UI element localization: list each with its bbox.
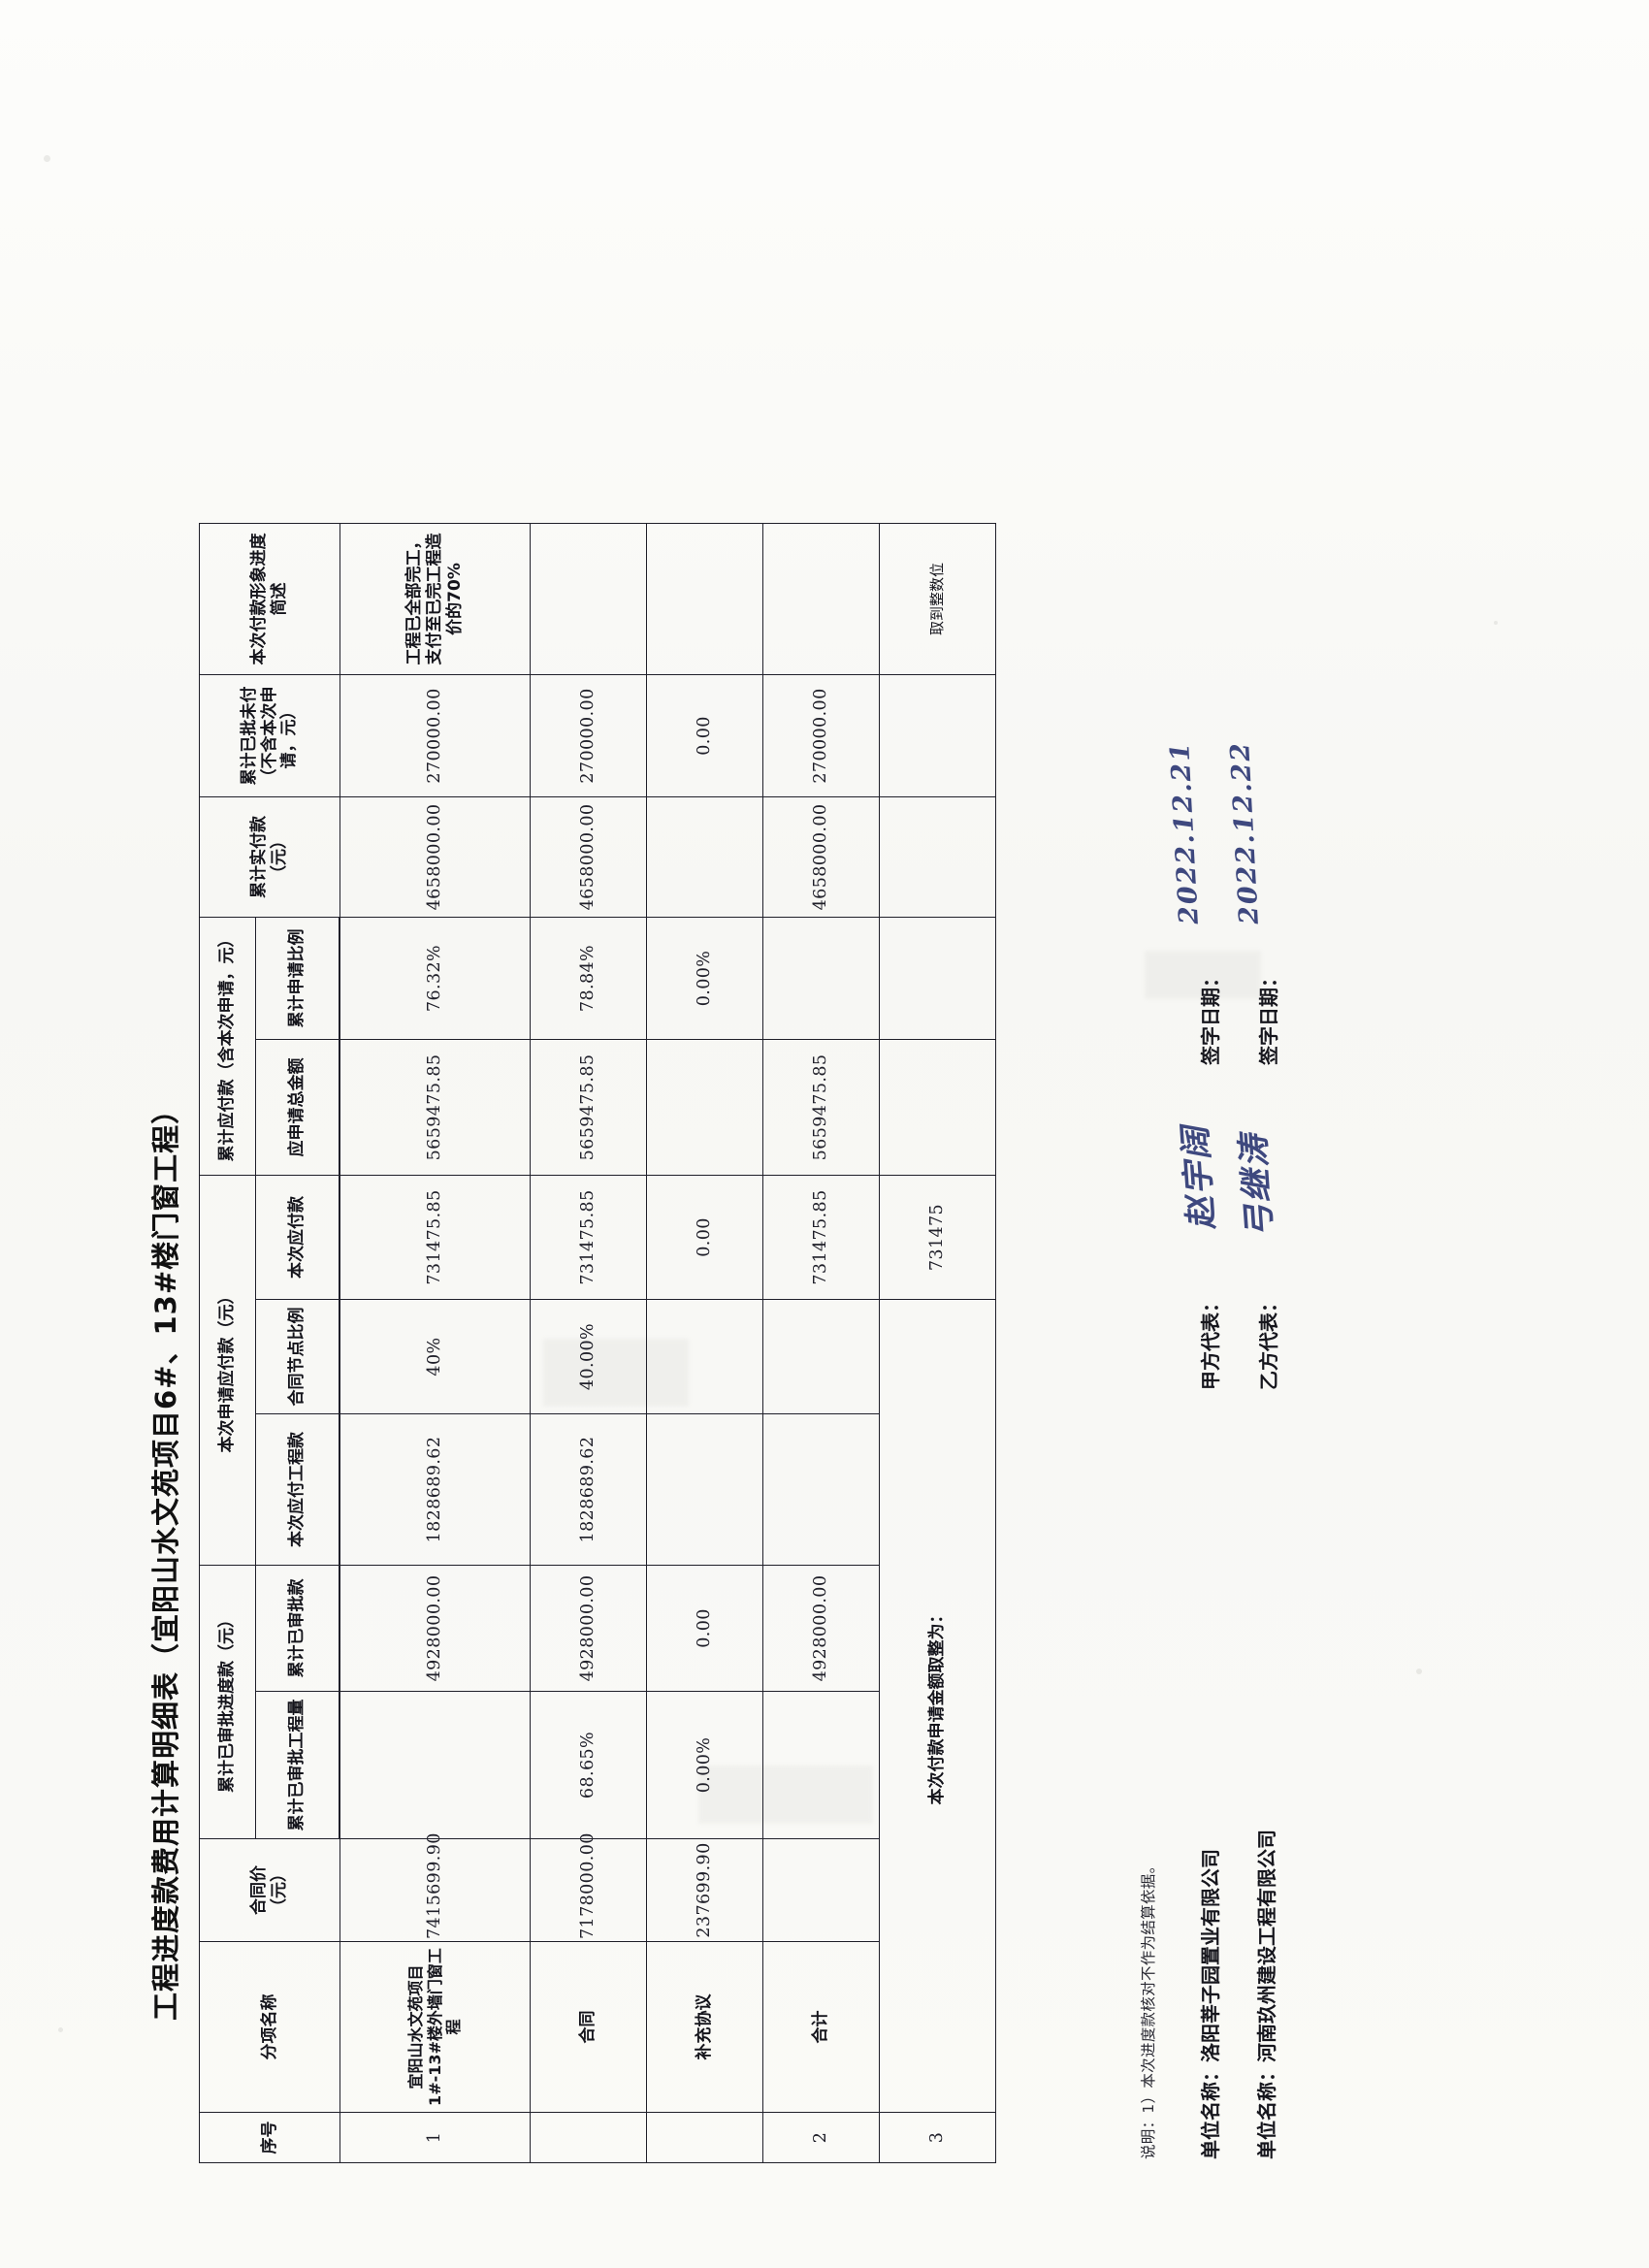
th-cumulative-actual-paid: 累计实付款 （元） [199,796,340,918]
cell-current-payable: 731475.85 [762,1175,880,1300]
cell-contract-price: 7178000.00 [530,1832,647,1942]
cell-approved-qty-ratio [762,1691,880,1839]
party-a-signature-ink: 赵宇阔 [1176,1123,1222,1232]
cell-item-name: 合计 [762,1941,880,2113]
cell-item-name: 补充协议 [646,1941,763,2113]
cell-cumulative-actual-paid: 4658000.00 [530,796,647,918]
cell-total-apply-amount: 5659475.85 [340,1039,531,1176]
cell-cumulative-apply-ratio: 76.32% [340,917,531,1040]
th-current-payable: 本次应付款 [255,1175,340,1300]
cell-contract-price [762,1838,880,1942]
cell-approved-amount: 4928000.00 [530,1565,647,1692]
cell-round-label: 本次付款申请金额取整为： [879,1299,996,2113]
cell-approved-qty-ratio: 0.00% [646,1691,763,1839]
cell-cumulative-apply-ratio: 78.84% [530,917,647,1040]
cell-contract-node-ratio: 40% [340,1299,531,1414]
party-a-rep-label: 甲方代表： [1199,1293,1222,1390]
cell-seq [530,2112,647,2163]
party-b-signature-ink: 弓继涛 [1234,1131,1280,1240]
table-row: 补充协议 237699.90 0.00% 0.00 0.00 0.00% 0.0… [646,523,763,2163]
table-row: 3 本次付款申请金额取整为： 731475 取到整数位 [879,523,996,2163]
party-b-date-ink: 2022.12.22 [1225,740,1265,925]
cell-progress-desc [762,523,880,675]
table-row: 1 宜阳山水文苑项目1#-13#楼外墙门窗工程 7415699.90 49280… [340,523,531,2163]
cell-cumulative-actual-paid [879,796,996,918]
cell-cumulative-approved-unpaid: 270000.00 [762,674,880,797]
cell-approved-qty-ratio: 68.65% [530,1691,647,1839]
cell-contract-node-ratio [762,1299,880,1414]
th-item-name: 分项名称 [199,1941,340,2113]
th-approved-qty-ratio: 累计已审批工程量 [255,1691,340,1839]
cell-cumulative-actual-paid: 4658000.00 [340,796,531,918]
party-b-unit-name: 单位名称：河南玖州建设工程有限公司 [1255,1830,1278,2159]
th-group-approved: 累计已审批进度款（元） [199,1565,256,1839]
cell-seq: 1 [340,2112,531,2163]
cell-item-name: 宜阳山水文苑项目1#-13#楼外墙门窗工程 [340,1941,531,2113]
th-contract-price: 合同价 （元） [199,1838,340,1942]
cell-contract-price: 7415699.90 [340,1832,531,1942]
cell-contract-price: 237699.90 [646,1838,763,1942]
party-a-date-label: 签字日期： [1199,968,1222,1065]
cell-cumulative-apply-ratio: 0.00% [646,917,763,1040]
cell-current-payable-project [646,1413,763,1566]
cell-cumulative-apply-ratio [762,917,880,1040]
cell-current-payable: 0.00 [646,1175,763,1300]
table-row: 2 合计 4928000.00 731475.85 5659475.85 465… [762,523,880,2163]
th-total-apply-amount: 应申请总金额 [255,1039,340,1176]
th-seq: 序号 [199,2112,340,2163]
th-approved-amount: 累计已审批款 [255,1565,340,1692]
cell-progress-desc [646,523,763,675]
cell-cumulative-actual-paid: 4658000.00 [762,796,880,918]
th-contract-node-ratio: 合同节点比例 [255,1299,340,1414]
th-progress-desc: 本次付款形象进度简述 [199,523,340,675]
party-a-unit-name: 单位名称：洛阳莘子园置业有限公司 [1199,1849,1222,2159]
cell-cumulative-actual-paid [646,796,763,918]
cell-progress-desc [530,523,647,675]
th-current-payable-project: 本次应付工程款 [255,1413,340,1566]
cell-current-payable-project: 1828689.62 [530,1413,647,1566]
cell-contract-node-ratio: 40.00% [530,1299,647,1414]
cell-cumulative-approved-unpaid: 270000.00 [340,674,531,797]
party-b-date-label: 签字日期： [1257,968,1280,1065]
cell-current-payable: 731475.85 [340,1175,531,1300]
cell-total-apply-amount [646,1039,763,1176]
th-group-current: 本次申请应付款（元） [199,1175,256,1566]
party-a-date-ink: 2022.12.21 [1165,740,1205,925]
cell-cumulative-approved-unpaid: 270000.00 [530,674,647,797]
cell-total-apply-amount: 5659475.85 [530,1039,647,1176]
cell-progress-desc: 工程已全部完工，支付至已完工程造价的70% [340,523,531,675]
cell-total-apply-amount: 5659475.85 [762,1039,880,1176]
footnote: 说明：1）本次进度款核对不作为结算依据。 [1140,1858,1157,2159]
cell-item-name: 合同 [530,1941,647,2113]
cell-approved-amount: 4928000.00 [762,1565,880,1692]
cell-cumulative-approved-unpaid [879,674,996,797]
th-group-cumulative: 累计应付款（含本次申请，元） [199,917,256,1176]
cell-current-payable: 731475.85 [530,1175,647,1300]
cell-current-payable: 731475 [879,1175,996,1300]
cell-current-payable-project: 1828689.62 [340,1413,531,1566]
cell-approved-amount: 4928000.00 [340,1565,531,1692]
cell-cumulative-apply-ratio [879,917,996,1040]
cell-contract-node-ratio [646,1299,763,1414]
cell-approved-amount: 0.00 [646,1565,763,1692]
cell-seq: 3 [879,2112,996,2163]
page-title: 工程进度款费用计算明细表（宜阳山水文苑项目6#、13#楼门窗工程） [149,1094,182,2021]
progress-payment-table: 序号 分项名称 合同价 （元） 累计已审批进度款（元） 本次申请应付款（元） 累… [199,523,996,2163]
cell-seq: 2 [762,2112,880,2163]
cell-progress-desc: 取到整数位 [879,523,996,675]
th-cumulative-approved-unpaid: 累计已批未付 （不含本次申请，元） [199,674,340,797]
cell-current-payable-project [762,1413,880,1566]
table-row: 合同 7178000.00 68.65% 4928000.00 1828689.… [530,523,647,2163]
cell-total-apply-amount [879,1039,996,1176]
cell-approved-qty-ratio [340,1691,531,1839]
cell-seq [646,2112,763,2163]
cell-cumulative-approved-unpaid: 0.00 [646,674,763,797]
th-cumulative-apply-ratio: 累计申请比例 [255,917,340,1040]
party-b-rep-label: 乙方代表： [1257,1293,1280,1390]
